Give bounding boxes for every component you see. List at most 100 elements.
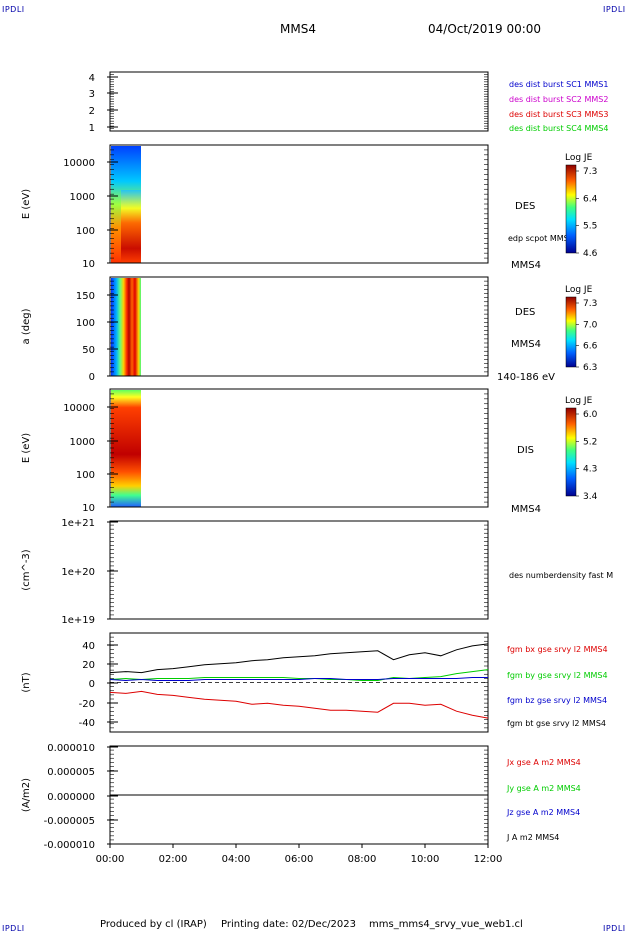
des-energy-y-tick-label: 10 — [82, 259, 95, 270]
des-pitch-side-label: MMS4 — [511, 339, 541, 350]
x-tick-label: 00:00 — [96, 854, 125, 865]
magnetic-field-y-tick-label: -40 — [79, 718, 95, 729]
current-density-y-axis-label: (A/m2) — [21, 778, 32, 812]
magnetic-field-y-tick-label: 40 — [82, 641, 95, 652]
des-pitch-y-tick-label: 100 — [76, 318, 95, 329]
des-energy-colorbar-tick-label: 5.5 — [583, 222, 597, 232]
corner-label-top-left: IPDLI — [2, 5, 25, 14]
x-tick-label: 08:00 — [348, 854, 377, 865]
current-density-series-label: Jx gse A m2 MMS4 — [506, 758, 581, 767]
x-tick-label: 04:00 — [222, 854, 251, 865]
magnetic-field-y-tick-label: 20 — [82, 660, 95, 671]
density-y-tick-label: 1e+21 — [61, 518, 95, 529]
sc-availability-series-label: des dist burst SC4 MMS4 — [509, 124, 608, 133]
density-series-label: des numberdensity fast M — [509, 571, 613, 580]
current-density-y-tick-label: 0.000005 — [47, 767, 95, 778]
des-pitch-colorbar-tick-label: 7.3 — [583, 299, 597, 309]
des-energy-colorbar-tick-label: 6.4 — [583, 194, 598, 204]
series-line-bt — [109, 643, 489, 674]
current-density-y-tick-label: -0.000010 — [44, 840, 95, 851]
des-pitch-y-tick-label: 150 — [76, 291, 95, 302]
sc-availability-y-tick-label: 1 — [89, 123, 95, 134]
sc-availability-y-tick-label: 4 — [89, 73, 95, 84]
dis-energy-frame — [109, 388, 489, 508]
dis-energy-side-label: MMS4 — [511, 504, 541, 515]
magnetic-field-y-tick-label: 0 — [89, 679, 95, 690]
series-line-by — [109, 669, 489, 681]
current-density-series-label: Jz gse A m2 MMS4 — [506, 808, 580, 817]
dis-energy-side-label: DIS — [517, 445, 534, 456]
x-tick-label: 10:00 — [411, 854, 440, 865]
footer-produced-by: Produced by cl (IRAP) — [100, 919, 207, 930]
x-tick-label: 12:00 — [474, 854, 503, 865]
des-pitch-colorbar-title: Log JE — [565, 285, 593, 295]
density-y-axis-label: (cm^-3) — [21, 549, 32, 590]
magnetic-field-y-tick-label: -20 — [79, 699, 95, 710]
dis-energy-colorbar — [565, 407, 577, 497]
des-energy-side-label: DES — [515, 201, 535, 212]
dis-energy-y-axis-label: E (eV) — [21, 433, 32, 463]
sc-availability-y-tick-label: 3 — [89, 89, 95, 100]
current-density-series-label: J A m2 MMS4 — [506, 833, 559, 842]
dis-energy-y-tick-label: 100 — [76, 470, 95, 481]
des-energy-colorbar-title: Log JE — [565, 153, 593, 163]
dis-energy-y-tick-label: 1000 — [70, 437, 95, 448]
current-density-y-tick-label: 0.000010 — [47, 743, 95, 754]
des-energy-colorbar-tick-label: 7.3 — [583, 167, 597, 177]
des-pitch-frame — [109, 276, 489, 377]
des-energy-y-axis-label: E (eV) — [21, 189, 32, 219]
corner-label-top-right: IPDLI — [603, 5, 626, 14]
des-pitch-colorbar-tick-label: 6.6 — [583, 342, 598, 352]
dis-energy-spectrogram — [111, 390, 141, 507]
footer-filename: mms_mms4_srvy_vue_web1.cl — [369, 919, 523, 930]
magnetic-field-series-label: fgm by gse srvy l2 MMS4 — [507, 671, 608, 680]
dis-energy-colorbar-title: Log JE — [565, 396, 593, 406]
des-energy-side-label: edp scpot MMS4 — [508, 234, 574, 243]
sc-availability-series-label: des dist burst SC1 MMS1 — [509, 80, 608, 89]
magnetic-field-y-axis-label: (nT) — [21, 672, 32, 692]
series-line-bz — [109, 677, 488, 682]
des-energy-y-tick-label: 1000 — [70, 192, 95, 203]
dis-energy-colorbar-tick-label: 3.4 — [583, 492, 598, 502]
current-density-y-tick-label: 0.000000 — [47, 792, 95, 803]
magnetic-field-series-label: fgm bx gse srvy l2 MMS4 — [507, 645, 608, 654]
magnetic-field-series-label: fgm bz gse srvy l2 MMS4 — [507, 696, 607, 705]
x-tick-label: 02:00 — [159, 854, 188, 865]
sc-availability-frame — [109, 71, 489, 132]
dis-energy-colorbar-tick-label: 4.3 — [583, 465, 597, 475]
sc-availability-series-label: des dist burst SC3 MMS3 — [509, 110, 608, 119]
des-pitch-spectrogram — [111, 278, 141, 376]
des-pitch-colorbar-tick-label: 6.3 — [583, 363, 597, 373]
des-energy-y-tick-label: 100 — [76, 226, 95, 237]
dis-energy-colorbar-tick-label: 5.2 — [583, 437, 597, 447]
spacecraft-title: MMS4 — [280, 22, 316, 36]
current-density-series-label: Jy gse A m2 MMS4 — [506, 784, 581, 793]
des-energy-colorbar-tick-label: 4.6 — [583, 249, 598, 259]
dis-energy-y-tick-label: 10 — [82, 503, 95, 514]
des-energy-colorbar — [565, 164, 577, 254]
des-pitch-y-axis-label: a (deg) — [21, 308, 32, 344]
des-pitch-y-tick-label: 0 — [89, 372, 95, 383]
des-energy-y-tick-label: 10000 — [63, 158, 95, 169]
panel-group: 4 3 2 1 des dist burst SC1 MMS1 des dist burs… — [21, 71, 613, 865]
series-line-bx — [109, 690, 489, 719]
des-pitch-y-tick-label: 50 — [82, 345, 95, 356]
x-tick-label: 06:00 — [285, 854, 314, 865]
density-y-tick-label: 1e+19 — [61, 615, 95, 626]
density-frame — [109, 520, 489, 620]
des-pitch-side-label: 140-186 eV — [497, 372, 555, 383]
date-title: 04/Oct/2019 00:00 — [428, 22, 542, 36]
des-pitch-side-label: DES — [515, 307, 535, 318]
magnetic-field-series-label: fgm bt gse srvy l2 MMS4 — [507, 719, 606, 728]
density-y-tick-label: 1e+20 — [61, 567, 95, 578]
dis-energy-colorbar-tick-label: 6.0 — [583, 410, 598, 420]
corner-label-bottom-right: IPDLI — [603, 924, 626, 933]
footer-printing-date: Printing date: 02/Dec/2023 — [221, 919, 357, 930]
dis-energy-y-tick-label: 10000 — [63, 403, 95, 414]
current-density-y-tick-label: -0.000005 — [44, 816, 95, 827]
des-energy-spectrogram-hot — [121, 190, 141, 263]
des-energy-side-label: MMS4 — [511, 260, 541, 271]
sc-availability-y-tick-label: 2 — [89, 106, 95, 117]
des-pitch-colorbar — [565, 296, 577, 368]
